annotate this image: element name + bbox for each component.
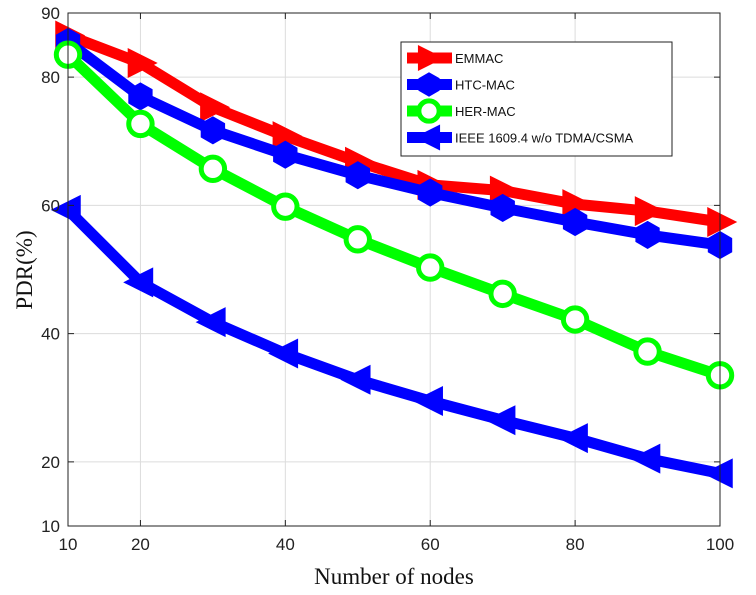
- data-point: [345, 161, 370, 190]
- y-axis-label: PDR(%): [12, 230, 37, 309]
- series-triangle-left: [50, 194, 733, 489]
- y-tick-label: 10: [41, 517, 60, 536]
- data-point: [343, 225, 372, 254]
- series-line: [64, 37, 721, 251]
- data-point: [560, 305, 590, 334]
- data-point: [412, 385, 443, 416]
- x-tick-label: 20: [131, 535, 150, 554]
- y-tick-label: 80: [41, 68, 60, 87]
- legend-marker: [418, 72, 440, 97]
- data-point: [418, 178, 443, 207]
- legend-marker: [417, 45, 444, 71]
- plot-frame: [67, 12, 721, 527]
- series-hexagon: [55, 27, 733, 260]
- data-point: [195, 307, 226, 338]
- legend-label: HTC-MAC: [455, 78, 515, 93]
- data-point: [634, 196, 665, 227]
- data-point: [485, 405, 516, 436]
- legend-entries: EMMAC HTC-MAC HER-MAC IEEE 1609.4 w/o TDMA/…: [407, 45, 634, 151]
- x-tick-label: 10: [59, 535, 78, 554]
- data-point: [630, 443, 661, 474]
- legend: EMMAC HTC-MAC HER-MAC IEEE 1609.4 w/o TDMA/…: [400, 41, 673, 157]
- y-tick-label: 60: [41, 196, 60, 215]
- plot-series: [50, 20, 738, 489]
- axis-ticks: 10 20 40 60 80 100 10 20 40 60 80 90: [41, 4, 734, 554]
- data-point: [557, 423, 588, 454]
- series-line: [64, 206, 722, 479]
- data-point: [702, 458, 733, 489]
- data-point: [268, 338, 299, 369]
- x-tick-label: 80: [566, 535, 585, 554]
- data-point: [416, 253, 445, 282]
- data-point: [272, 121, 303, 152]
- data-point: [562, 207, 588, 237]
- data-point: [273, 140, 298, 169]
- legend-label: EMMAC: [455, 51, 503, 66]
- legend-entry: HER-MAC: [407, 98, 516, 124]
- data-point: [126, 109, 155, 139]
- y-tick-label: 90: [41, 4, 60, 23]
- data-point: [488, 279, 517, 309]
- y-tick-label: 20: [41, 453, 60, 472]
- series-line: [66, 30, 721, 228]
- data-point: [707, 207, 738, 238]
- data-point: [127, 48, 158, 79]
- data-point: [123, 267, 154, 298]
- y-tick-label: 40: [41, 325, 60, 344]
- x-tick-label: 40: [276, 535, 295, 554]
- data-point: [198, 154, 228, 184]
- legend-entry: HTC-MAC: [407, 72, 515, 97]
- x-tick-label: 60: [421, 535, 440, 554]
- data-point: [200, 116, 226, 145]
- legend-label: IEEE 1609.4 w/o TDMA/CSMA: [455, 131, 634, 146]
- x-tick-label: 100: [706, 535, 734, 554]
- data-point: [200, 92, 231, 123]
- legend-marker: [414, 124, 441, 151]
- data-point: [635, 220, 660, 249]
- legend-entry: EMMAC: [407, 45, 503, 71]
- legend-label: HER-MAC: [455, 104, 516, 119]
- x-axis-label: Number of nodes: [314, 564, 474, 589]
- series-line: [64, 50, 722, 381]
- legend-entry: IEEE 1609.4 w/o TDMA/CSMA: [407, 124, 634, 151]
- data-point: [271, 192, 300, 221]
- data-point: [633, 337, 662, 366]
- data-point: [490, 193, 515, 222]
- data-point: [340, 364, 371, 395]
- data-point: [50, 194, 81, 225]
- legend-marker: [416, 98, 442, 124]
